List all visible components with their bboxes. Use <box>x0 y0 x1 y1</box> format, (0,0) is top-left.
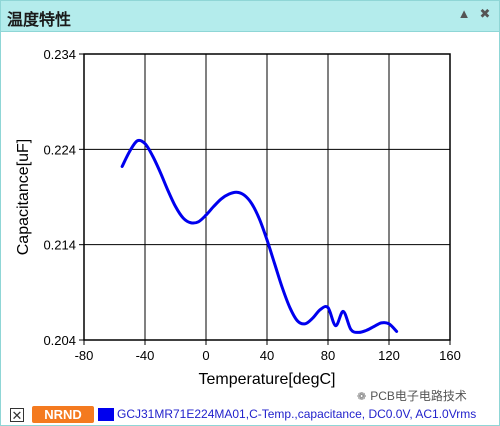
chart-area: -80 -40 0 40 80 120 160 0.204 0.214 0.224 0.234 T… <box>1 32 499 398</box>
collapse-icon[interactable]: ▲ <box>457 6 471 21</box>
y-axis-ticks: 0.204 0.214 0.224 0.234 <box>43 47 84 348</box>
panel-titlebar: 温度特性 ▲ ✖ <box>1 1 499 32</box>
x-tick-label: 40 <box>260 348 274 363</box>
series-label[interactable]: GCJ31MR71E224MA01,C-Temp.,capacitance, D… <box>117 407 477 421</box>
series-checkbox[interactable]: ✕ <box>10 408 24 423</box>
x-axis-ticks: -80 -40 0 40 80 120 160 <box>75 340 461 363</box>
y-tick-label: 0.204 <box>43 333 76 348</box>
legend-bar: ✕ NRND GCJ31MR71E224MA01,C-Temp.,capacit… <box>1 403 499 425</box>
series-color-swatch <box>98 408 114 421</box>
x-axis-label: Temperature[degC] <box>199 371 336 388</box>
close-icon[interactable]: ✖ <box>479 6 491 21</box>
x-tick-label: 160 <box>439 348 461 363</box>
x-tick-label: -40 <box>136 348 155 363</box>
x-tick-label: 120 <box>378 348 400 363</box>
y-axis-label: Capacitance[uF] <box>15 139 32 256</box>
x-tick-label: 80 <box>321 348 335 363</box>
wechat-icon: ❁ <box>357 391 367 403</box>
capacitance-temperature-chart: -80 -40 0 40 80 120 160 0.204 0.214 0.224 0.234 T… <box>15 47 461 388</box>
panel-title: 温度特性 <box>7 10 72 29</box>
x-tick-label: 0 <box>202 348 209 363</box>
watermark-text: PCB电子电路技术 <box>370 389 467 403</box>
status-badge: NRND <box>32 406 94 423</box>
y-tick-label: 0.214 <box>43 238 76 253</box>
watermark: ❁ PCB电子电路技术 <box>357 387 467 404</box>
y-tick-label: 0.224 <box>43 142 76 157</box>
capacitance-series-line <box>120 138 399 334</box>
y-tick-label: 0.234 <box>43 47 76 62</box>
x-tick-label: -80 <box>75 348 94 363</box>
